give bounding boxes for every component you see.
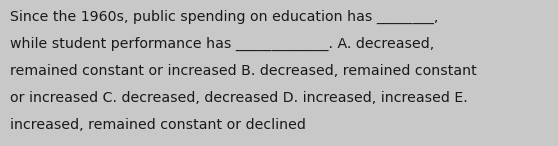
Text: while student performance has _____________. A. decreased,: while student performance has __________…	[10, 37, 434, 51]
Text: or increased C. decreased, decreased D. increased, increased E.: or increased C. decreased, decreased D. …	[10, 91, 468, 105]
Text: Since the 1960s, public spending on education has ________,: Since the 1960s, public spending on educ…	[10, 10, 439, 24]
Text: increased, remained constant or declined: increased, remained constant or declined	[10, 118, 306, 132]
Text: remained constant or increased B. decreased, remained constant: remained constant or increased B. decrea…	[10, 64, 477, 78]
